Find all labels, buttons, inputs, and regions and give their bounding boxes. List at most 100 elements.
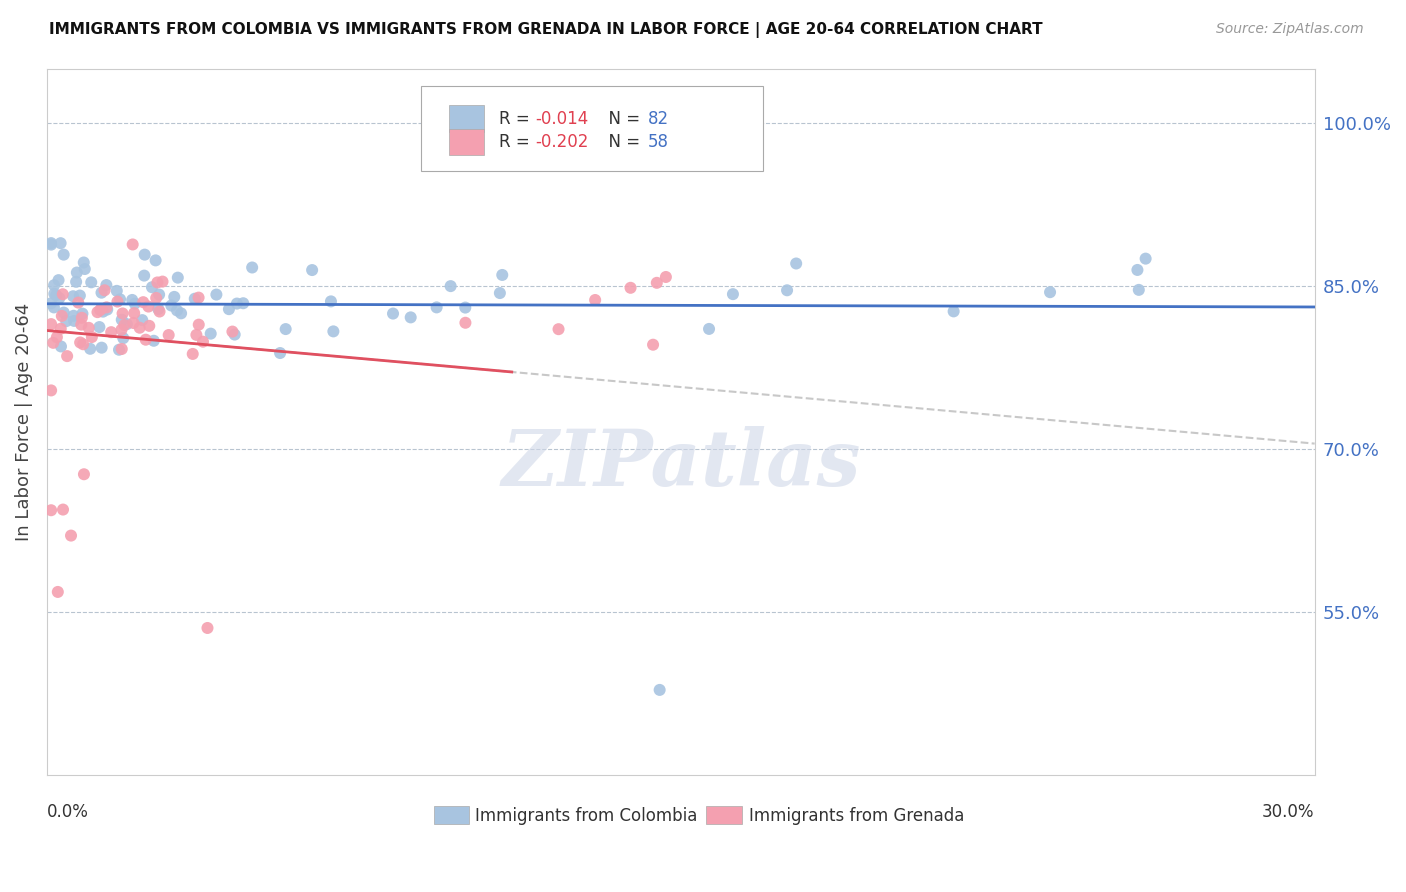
Point	[489, 286, 512, 301]
Point	[1126, 263, 1149, 277]
Point	[187, 318, 209, 332]
Point	[39, 384, 62, 398]
Point	[145, 291, 167, 305]
Point	[45, 330, 67, 344]
Text: Immigrants from Colombia: Immigrants from Colombia	[475, 806, 697, 824]
Point	[62, 309, 84, 323]
Point	[110, 323, 132, 337]
Point	[73, 255, 96, 269]
Point	[108, 293, 131, 307]
Point	[1128, 283, 1150, 297]
Point	[96, 302, 118, 317]
Point	[221, 325, 243, 339]
Point	[128, 320, 150, 334]
Point	[46, 585, 69, 599]
Point	[1135, 252, 1157, 266]
Point	[80, 330, 103, 344]
Point	[77, 321, 100, 335]
Point	[641, 337, 664, 351]
Point	[135, 333, 157, 347]
Point	[52, 247, 75, 261]
Point	[93, 283, 115, 297]
Point	[60, 528, 83, 542]
Point	[547, 322, 569, 336]
Point	[134, 268, 156, 283]
Point	[69, 335, 91, 350]
Point	[79, 342, 101, 356]
Point	[157, 328, 180, 343]
Text: N =: N =	[599, 110, 645, 128]
Point	[39, 296, 62, 310]
Point	[73, 262, 96, 277]
Point	[132, 295, 155, 310]
FancyBboxPatch shape	[420, 87, 763, 171]
Point	[226, 296, 249, 310]
Text: 82: 82	[648, 110, 669, 128]
Point	[107, 294, 129, 309]
Point	[42, 278, 65, 293]
Point	[648, 682, 671, 697]
Point	[274, 322, 297, 336]
Point	[69, 288, 91, 302]
Point	[197, 621, 219, 635]
Point	[184, 292, 207, 306]
Point	[65, 275, 87, 289]
Point	[186, 327, 208, 342]
Point	[86, 305, 108, 319]
Point	[44, 286, 66, 301]
Point	[200, 326, 222, 341]
Point	[148, 304, 170, 318]
Point	[39, 237, 62, 252]
Point	[90, 341, 112, 355]
Point	[62, 289, 84, 303]
Point	[90, 301, 112, 316]
Point	[655, 270, 678, 285]
Point	[48, 273, 70, 287]
FancyBboxPatch shape	[433, 806, 470, 824]
Point	[52, 287, 75, 301]
Point	[49, 236, 72, 251]
Point	[89, 303, 111, 318]
Point	[115, 317, 138, 331]
Point	[319, 294, 342, 309]
Point	[56, 349, 79, 363]
Point	[63, 314, 86, 328]
Point	[440, 279, 463, 293]
Point	[39, 317, 62, 331]
Text: R =: R =	[499, 110, 536, 128]
Point	[491, 268, 513, 282]
Point	[146, 276, 169, 290]
Point	[1039, 285, 1062, 300]
Point	[138, 318, 160, 333]
Point	[170, 306, 193, 320]
FancyBboxPatch shape	[449, 105, 484, 132]
Point	[145, 253, 167, 268]
Text: ZIPatlas: ZIPatlas	[501, 425, 860, 502]
Point	[426, 301, 449, 315]
Point	[645, 276, 668, 290]
Point	[39, 236, 62, 251]
Point	[942, 304, 965, 318]
FancyBboxPatch shape	[706, 806, 741, 824]
Point	[131, 313, 153, 327]
Point	[141, 280, 163, 294]
Point	[122, 316, 145, 330]
Point	[124, 296, 146, 310]
Point	[399, 310, 422, 325]
Point	[52, 502, 75, 516]
Text: 58: 58	[648, 133, 669, 151]
FancyBboxPatch shape	[449, 128, 484, 155]
Point	[322, 325, 344, 339]
Point	[112, 331, 135, 345]
Point	[166, 270, 188, 285]
Text: R =: R =	[499, 133, 536, 151]
Point	[138, 300, 160, 314]
Point	[111, 306, 134, 320]
Point	[142, 334, 165, 348]
Text: 30.0%: 30.0%	[1263, 803, 1315, 821]
Point	[52, 305, 75, 319]
Point	[218, 302, 240, 317]
Text: Source: ZipAtlas.com: Source: ZipAtlas.com	[1216, 22, 1364, 37]
Point	[108, 343, 131, 357]
Point	[181, 347, 204, 361]
